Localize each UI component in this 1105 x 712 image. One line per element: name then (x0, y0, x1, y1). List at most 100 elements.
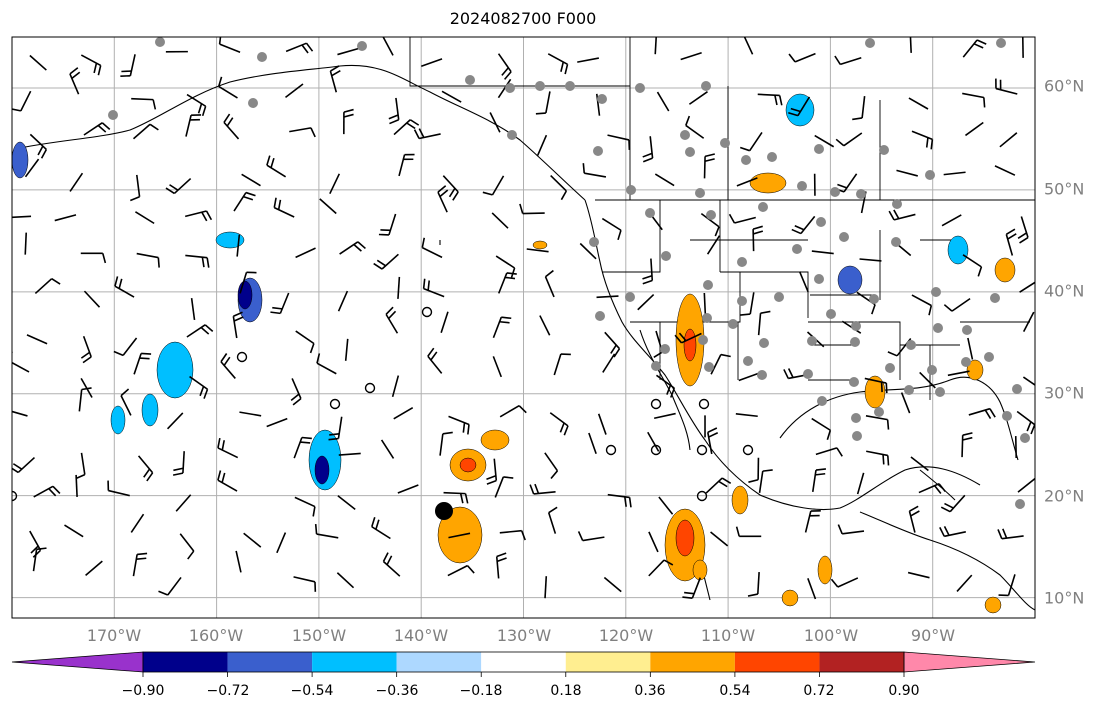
wind-barb (34, 277, 61, 295)
wind-barb (962, 254, 983, 277)
station-marker (803, 369, 813, 379)
wind-barb (788, 52, 816, 63)
wind-barb (243, 532, 262, 548)
wind-barb (896, 169, 918, 177)
wind-barb (421, 237, 443, 259)
lon-label: 170°W (86, 626, 142, 645)
wind-barb (549, 412, 569, 436)
wind-barb (218, 37, 241, 54)
station-marker (535, 81, 545, 91)
station-marker (465, 75, 475, 85)
wind-barb (12, 410, 28, 417)
wind-barb (919, 371, 936, 389)
wind-barb (273, 197, 295, 218)
wind-barb (337, 47, 359, 56)
shaded-region (785, 93, 815, 127)
wind-barb (266, 155, 287, 178)
station-marker (891, 237, 901, 247)
wind-barb (266, 417, 288, 428)
wind-barb (166, 412, 184, 430)
wind-barb (495, 552, 507, 579)
wind-barb (544, 269, 555, 298)
station-marker (757, 370, 767, 380)
wind-barb (601, 217, 622, 241)
wind-barb (607, 134, 631, 150)
wind-barb (293, 576, 317, 592)
wind-barb (495, 255, 516, 278)
wind-barb (1017, 216, 1029, 244)
station-marker (850, 337, 860, 347)
wind-barb (911, 294, 933, 316)
station-marker (626, 185, 636, 195)
wind-barb (909, 37, 912, 53)
wind-barb (648, 559, 674, 577)
wind-barb (811, 417, 832, 441)
wind-barb (388, 97, 400, 125)
station-marker (743, 356, 753, 366)
wind-barb (289, 127, 316, 138)
station-marker (595, 311, 605, 321)
wind-barb (962, 92, 986, 108)
lon-label: 160°W (188, 626, 244, 645)
wind-barb (757, 310, 771, 336)
wind-barb (908, 505, 920, 533)
station-markers (108, 37, 1030, 509)
wind-barb (637, 293, 655, 311)
calm-circle (698, 398, 710, 410)
station-marker (680, 130, 690, 140)
wind-barb (536, 134, 548, 156)
lat-label: 50°N (1044, 179, 1085, 199)
wind-barb (900, 392, 911, 414)
wind-barb (385, 306, 399, 334)
wind-barb (83, 122, 111, 136)
wind-barb (29, 54, 47, 71)
wind-barb (852, 96, 866, 121)
wind-barb (492, 316, 512, 339)
wind-barb (997, 528, 1024, 540)
station-marker (792, 244, 802, 254)
wind-barb (447, 564, 475, 577)
wind-barb (129, 174, 141, 202)
wind-barb (735, 526, 762, 538)
shaded-region (12, 141, 29, 179)
wind-barb (519, 203, 545, 215)
colorbar-tick-label: 0.54 (719, 683, 751, 699)
map-title: 2024082700 F000 (449, 9, 597, 28)
wind-barb (804, 510, 821, 533)
station-marker (984, 352, 994, 362)
station-marker (758, 202, 768, 212)
shaded-region (837, 265, 863, 295)
coastlines (19, 64, 1035, 611)
wind-barb (190, 298, 196, 321)
colorbar-frame (142, 651, 905, 673)
wind-barb (499, 529, 526, 541)
station-marker (357, 41, 367, 51)
wind-barb (217, 437, 239, 459)
wind-barb (337, 495, 356, 510)
wind-barb (814, 134, 835, 148)
station-marker (698, 335, 708, 345)
wind-barb (54, 214, 77, 222)
wind-barb (830, 577, 859, 588)
wind-barb (295, 247, 316, 259)
wind-barb (1022, 311, 1035, 333)
wind-barb (688, 91, 708, 105)
wind-barb (32, 547, 47, 572)
station-marker (826, 309, 836, 319)
wind-barb (653, 412, 676, 420)
wind-barb (391, 375, 400, 398)
wind-barb (962, 39, 987, 58)
wind-barb (285, 42, 314, 54)
wind-barb (382, 552, 401, 577)
wind-barb (421, 58, 443, 68)
colorbar-min-extend (11, 651, 144, 673)
station-marker (879, 145, 889, 155)
station-marker (927, 365, 937, 375)
wind-barb (328, 416, 343, 441)
wind-barb (239, 271, 257, 294)
station-marker (830, 187, 840, 197)
wind-barb (295, 330, 315, 354)
station-marker (892, 199, 902, 209)
wind-barbs (12, 37, 1035, 600)
